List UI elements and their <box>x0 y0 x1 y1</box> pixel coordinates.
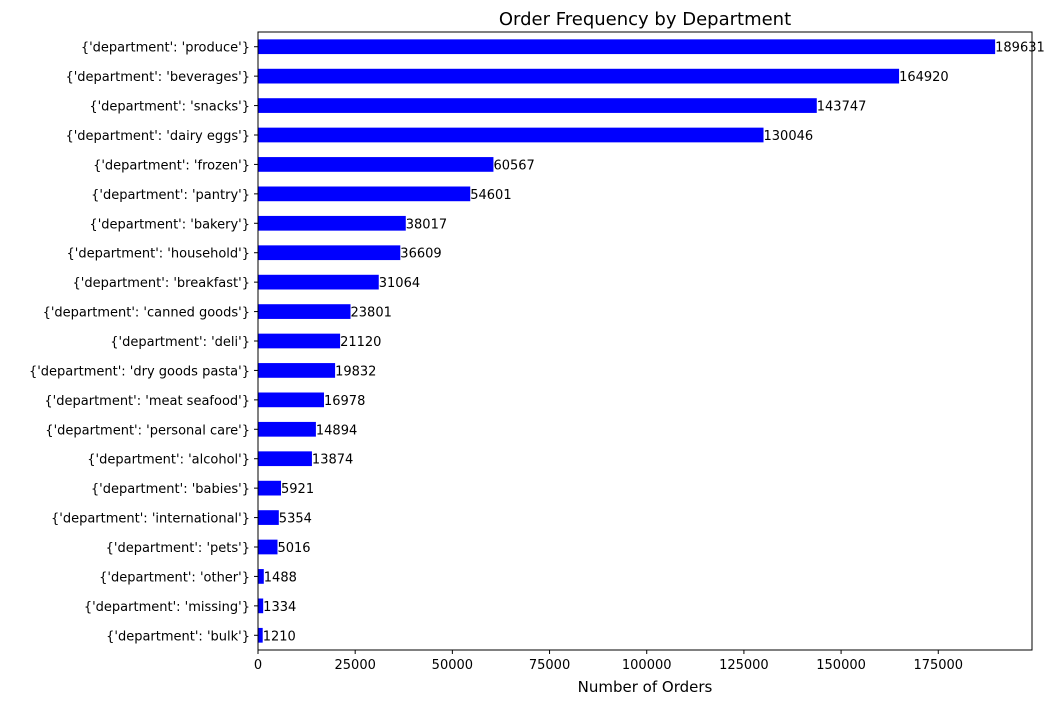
x-tick-label: 175000 <box>913 658 963 673</box>
data-label: 1334 <box>263 600 296 615</box>
y-tick-label: {'department': 'household'} <box>66 247 250 262</box>
y-tick-label: {'department': 'canned goods'} <box>43 306 250 321</box>
x-tick-label: 100000 <box>622 658 672 673</box>
y-tick-label: {'department': 'international'} <box>51 512 250 527</box>
data-label: 13874 <box>312 453 353 468</box>
y-tick-label: {'department': 'meat seafood'} <box>44 394 250 409</box>
y-tick-label: {'department': 'beverages'} <box>65 70 250 85</box>
data-label: 164920 <box>899 70 949 85</box>
y-tick-label: {'department': 'pets'} <box>106 541 250 556</box>
x-tick-label: 0 <box>254 658 262 673</box>
y-tick-label: {'department': 'breakfast'} <box>73 276 250 291</box>
data-label: 21120 <box>340 335 381 350</box>
y-tick-label: {'department': 'bulk'} <box>106 629 250 644</box>
data-label: 23801 <box>351 306 392 321</box>
bar <box>258 510 279 525</box>
bar <box>258 245 401 261</box>
data-label: 38017 <box>406 217 447 232</box>
data-label: 16978 <box>324 394 365 409</box>
y-tick-label: {'department': 'snacks'} <box>89 100 250 115</box>
data-label: 1488 <box>264 570 297 585</box>
bar <box>258 274 379 290</box>
y-tick-label: {'department': 'dairy eggs'} <box>65 129 250 144</box>
y-tick-label: {'department': 'dry goods pasta'} <box>29 364 250 379</box>
bar <box>258 304 351 319</box>
bar <box>258 539 278 555</box>
data-label: 14894 <box>316 423 357 438</box>
bar <box>258 480 282 496</box>
bar <box>258 215 406 231</box>
y-tick-label: {'department': 'babies'} <box>91 482 250 497</box>
bar <box>258 186 471 202</box>
data-label: 5921 <box>281 482 314 497</box>
y-tick-label: {'department': 'produce'} <box>81 41 250 56</box>
data-label: 60567 <box>493 158 534 173</box>
bar <box>258 627 263 643</box>
data-label: 19832 <box>335 364 376 379</box>
bar <box>258 451 312 467</box>
y-tick-label: {'department': 'pantry'} <box>91 188 250 203</box>
x-axis: 0 25000 50000 75000 100000 125000 150000 175000 <box>254 650 963 673</box>
bar <box>258 157 494 172</box>
x-axis-title: Number of Orders <box>578 678 713 696</box>
y-axis: {'department': 'produce'} {'department': … <box>29 41 258 644</box>
y-tick-label: {'department': 'frozen'} <box>93 158 250 173</box>
bar <box>258 39 996 55</box>
bars-group <box>258 39 996 643</box>
data-label: 130046 <box>764 129 814 144</box>
data-label: 31064 <box>379 276 420 291</box>
bar <box>258 127 764 143</box>
y-tick-label: {'department': 'missing'} <box>84 600 250 615</box>
data-label: 1210 <box>263 629 296 644</box>
y-tick-label: {'department': 'alcohol'} <box>87 453 250 468</box>
x-tick-label: 150000 <box>816 658 866 673</box>
x-tick-label: 25000 <box>335 658 376 673</box>
bar <box>258 569 264 584</box>
x-tick-label: 75000 <box>529 658 570 673</box>
bar <box>258 98 817 113</box>
bar <box>258 421 316 437</box>
bar <box>258 392 324 408</box>
plot-frame <box>257 31 1033 651</box>
data-label: 54601 <box>470 188 511 203</box>
data-label: 189631 <box>995 41 1045 56</box>
data-label: 5354 <box>279 512 312 527</box>
bar <box>258 363 336 378</box>
bar <box>258 68 900 84</box>
y-tick-label: {'department': 'bakery'} <box>89 217 250 232</box>
data-label: 5016 <box>277 541 310 556</box>
y-tick-label: {'department': 'deli'} <box>110 335 250 350</box>
y-tick-label: {'department': 'other'} <box>99 570 250 585</box>
x-tick-label: 125000 <box>719 658 769 673</box>
data-label: 36609 <box>400 247 441 262</box>
bar <box>258 333 341 349</box>
chart-title: Order Frequency by Department <box>499 9 791 30</box>
data-label: 143747 <box>817 100 867 115</box>
x-tick-label: 50000 <box>432 658 473 673</box>
y-tick-label: {'department': 'personal care'} <box>45 423 250 438</box>
bar <box>258 598 264 614</box>
